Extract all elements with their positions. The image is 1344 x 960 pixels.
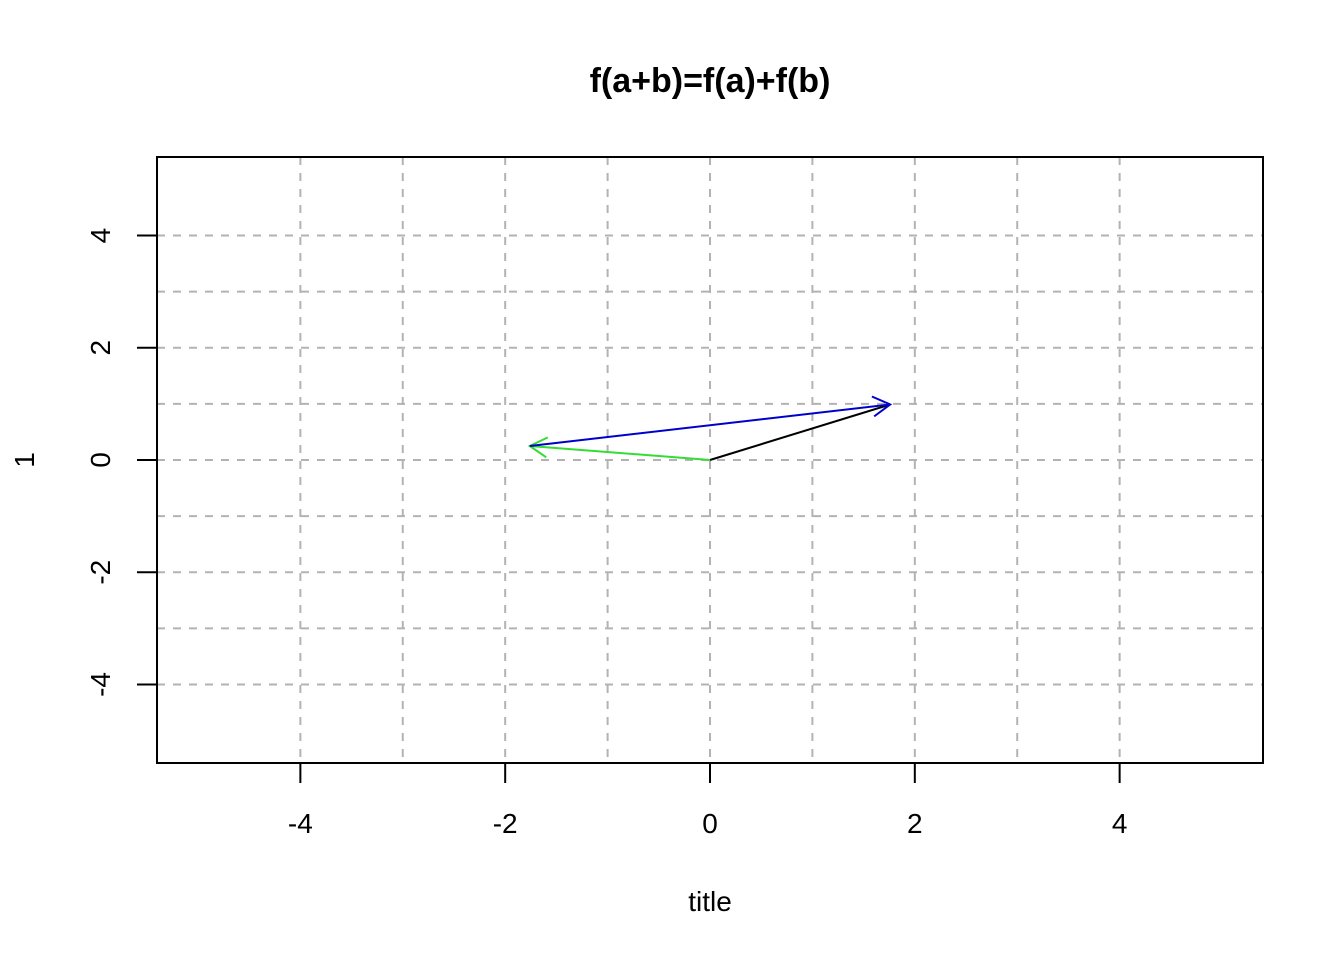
chart-title: f(a+b)=f(a)+f(b) <box>590 62 831 100</box>
y-tick-label: 0 <box>85 452 116 468</box>
vector-line <box>529 403 891 447</box>
x-tick-label: -4 <box>288 808 313 839</box>
y-axis-label: 1 <box>9 452 40 468</box>
y-tick-label: 4 <box>85 228 116 244</box>
vector-arrowhead <box>871 395 893 418</box>
x-tick-label: 2 <box>907 808 923 839</box>
x-tick-label: 0 <box>702 808 718 839</box>
vector-line <box>529 444 711 461</box>
y-tick-label: -4 <box>85 672 116 697</box>
vectors <box>527 395 893 461</box>
x-axis-label: title <box>688 886 732 917</box>
x-tick-label: 4 <box>1112 808 1128 839</box>
grid <box>157 157 1263 763</box>
y-tick-label: -2 <box>85 560 116 585</box>
vector-line <box>709 403 891 461</box>
y-tick-label: 2 <box>85 340 116 356</box>
y-axis: -4 -2 0 2 4 <box>85 228 157 697</box>
x-axis: -4 -2 0 2 4 <box>288 763 1128 839</box>
x-tick-label: -2 <box>493 808 518 839</box>
